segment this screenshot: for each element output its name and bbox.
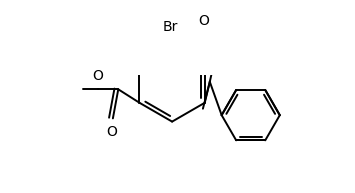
Text: O: O xyxy=(106,125,117,139)
Text: O: O xyxy=(92,69,103,83)
Text: O: O xyxy=(198,14,209,28)
Text: Br: Br xyxy=(162,20,178,34)
